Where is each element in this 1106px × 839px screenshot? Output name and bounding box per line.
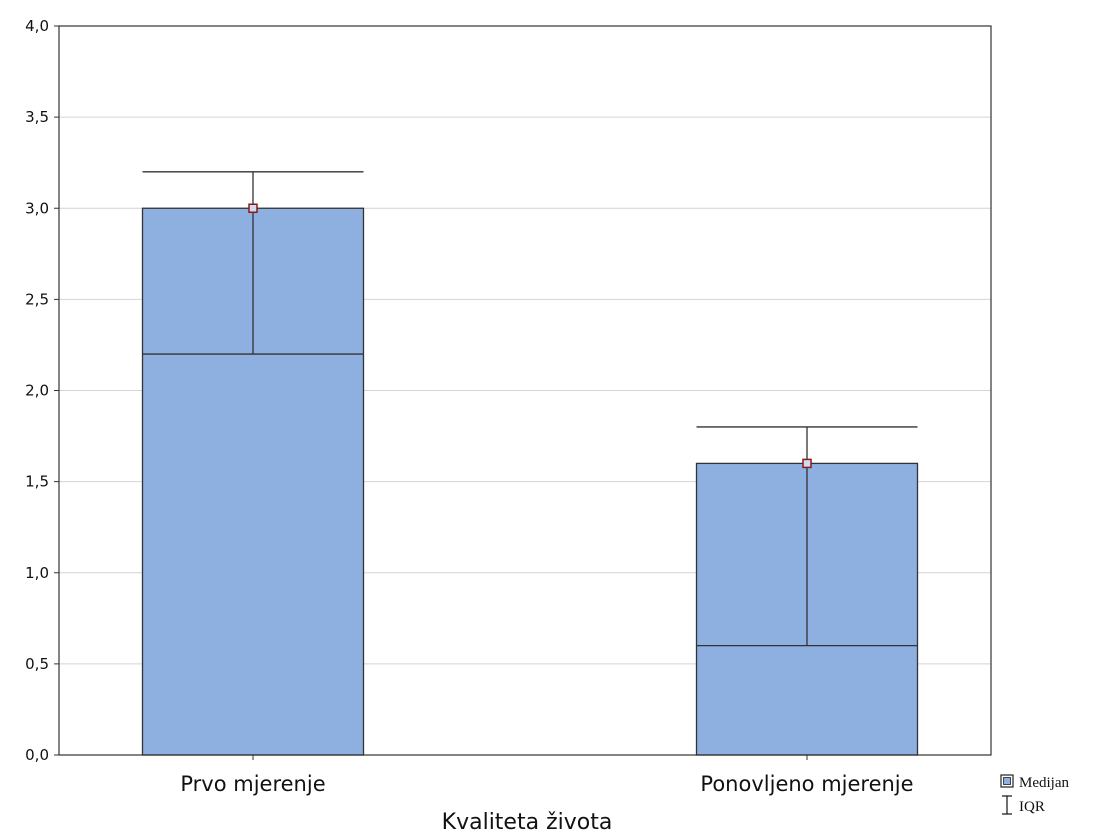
legend-median-swatch: [1003, 777, 1011, 785]
y-tick-label: 2,0: [25, 382, 49, 400]
y-tick-label: 1,0: [25, 564, 49, 582]
legend-iqr-label: IQR: [1019, 799, 1045, 815]
y-tick-label: 1,5: [25, 473, 49, 491]
y-tick-label: 3,5: [25, 108, 49, 126]
y-tick-label: 0,0: [25, 746, 49, 764]
y-tick-label: 3,0: [25, 199, 49, 217]
median-marker: [802, 458, 812, 469]
plot-border: [58, 25, 992, 756]
y-tick-label: 2,5: [25, 290, 49, 308]
x-tick-label: Prvo mjerenje: [180, 772, 325, 796]
legend-median-label: Medijan: [1019, 775, 1069, 791]
y-tick-label: 4,0: [25, 17, 49, 35]
x-axis-title: Kvaliteta života: [442, 810, 613, 835]
x-tick-label: Ponovljeno mjerenje: [700, 772, 913, 796]
y-tick-label: 0,5: [25, 655, 49, 673]
median-marker: [248, 203, 258, 213]
